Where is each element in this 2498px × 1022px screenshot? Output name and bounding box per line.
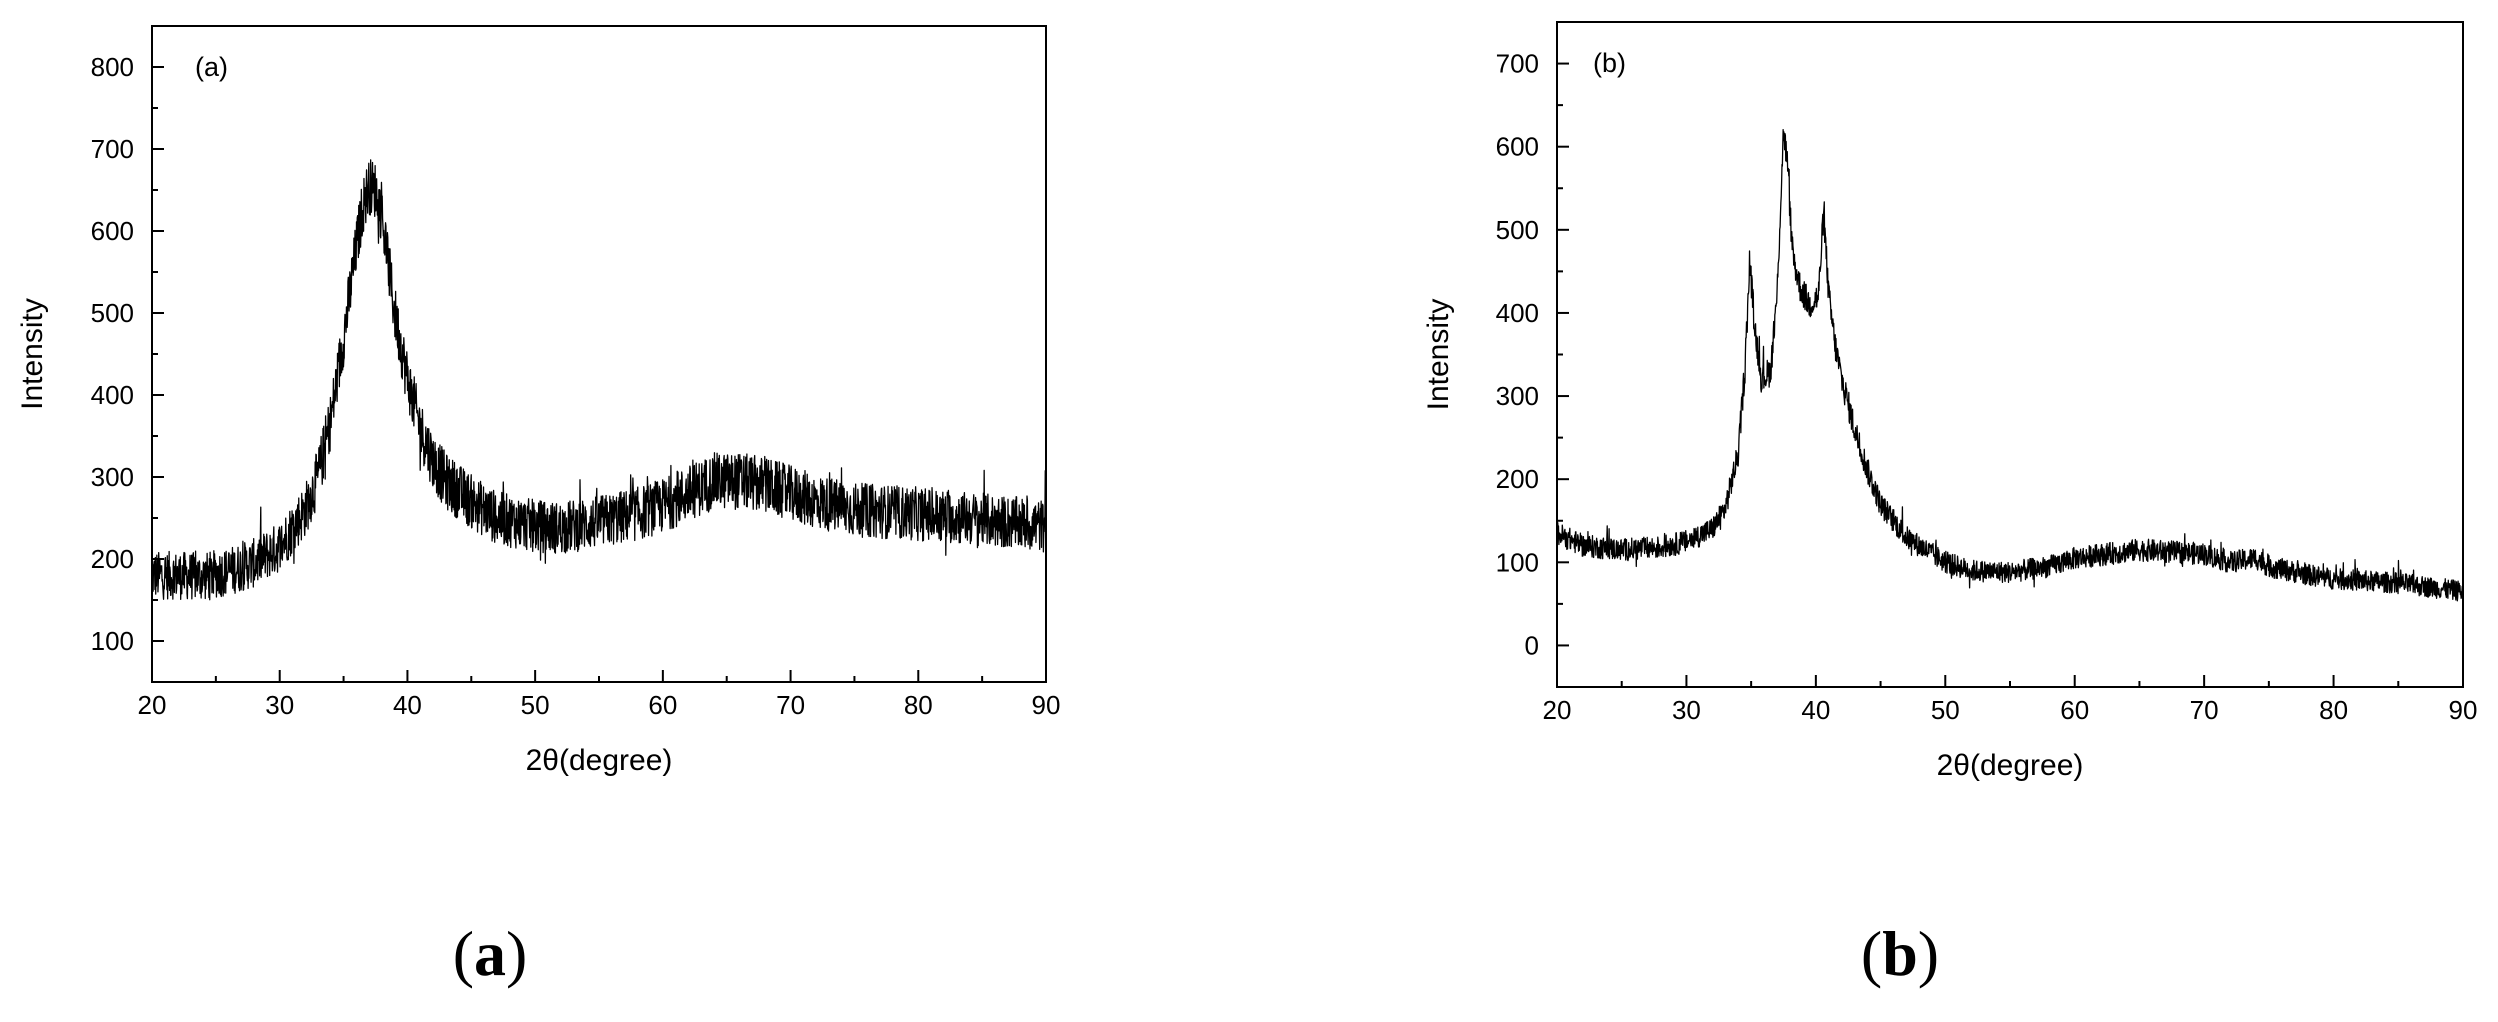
x-tick-label: 60 (2060, 695, 2089, 725)
x-tick-label: 60 (648, 690, 677, 720)
x-tick-label: 90 (2449, 695, 2478, 725)
x-tick-label: 70 (776, 690, 805, 720)
x-tick-label: 90 (1032, 690, 1061, 720)
y-tick-label: 600 (1496, 132, 1539, 162)
y-tick-label: 800 (91, 52, 134, 82)
x-tick-label: 40 (1801, 695, 1830, 725)
x-tick-label: 50 (1931, 695, 1960, 725)
y-axis-title: Intensity (1422, 299, 1455, 411)
y-tick-label: 300 (91, 462, 134, 492)
chart-panel-b: 20 30 40 50 60 70 80 90 0 100 200 300 400 500 600 700 2θ… (1422, 21, 2478, 989)
x-tick-label: 40 (393, 690, 422, 720)
x-tick-label: 80 (904, 690, 933, 720)
x-tick-label: 30 (265, 690, 294, 720)
series-line-xrd-pattern (151, 159, 1047, 601)
chart-panel-a: 20 30 40 50 60 70 80 90 100 200 300 400 500 600 700 800… (16, 25, 1061, 989)
y-tick-label: 500 (91, 298, 134, 328)
y-tick-label: 100 (91, 626, 134, 656)
y-axis-title: Intensity (16, 298, 49, 410)
y-tick-label: 600 (91, 216, 134, 246)
y-tick-label: 300 (1496, 381, 1539, 411)
x-tick-label: 20 (138, 690, 167, 720)
x-tick-label: 70 (2190, 695, 2219, 725)
x-tick-label: 50 (521, 690, 550, 720)
x-tick-label: 30 (1672, 695, 1701, 725)
panel-caption: (a) (453, 918, 528, 989)
y-tick-label: 200 (1496, 464, 1539, 494)
x-tick-label: 20 (1543, 695, 1572, 725)
x-axis-title: 2θ(degree) (1937, 749, 2084, 782)
x-axis-title: 2θ(degree) (526, 744, 673, 777)
y-tick-label: 700 (91, 134, 134, 164)
y-tick-label: 400 (91, 380, 134, 410)
panel-caption-letter: a (474, 918, 506, 989)
y-tick-label: 0 (1525, 630, 1539, 660)
y-tick-label: 100 (1496, 547, 1539, 577)
y-tick-label: 700 (1496, 49, 1539, 79)
panel-caption-letter: b (1882, 918, 1918, 989)
plot-frame (151, 25, 1047, 683)
plot-frame (1556, 21, 2464, 688)
series-line-xrd-pattern (1556, 128, 2464, 602)
panel-tag: (b) (1593, 48, 1626, 78)
y-tick-label: 400 (1496, 298, 1539, 328)
y-tick-label: 200 (91, 544, 134, 574)
panel-caption: (b) (1861, 918, 1939, 989)
x-tick-label: 80 (2319, 695, 2348, 725)
y-tick-label: 500 (1496, 215, 1539, 245)
panel-tag: (a) (195, 52, 228, 82)
